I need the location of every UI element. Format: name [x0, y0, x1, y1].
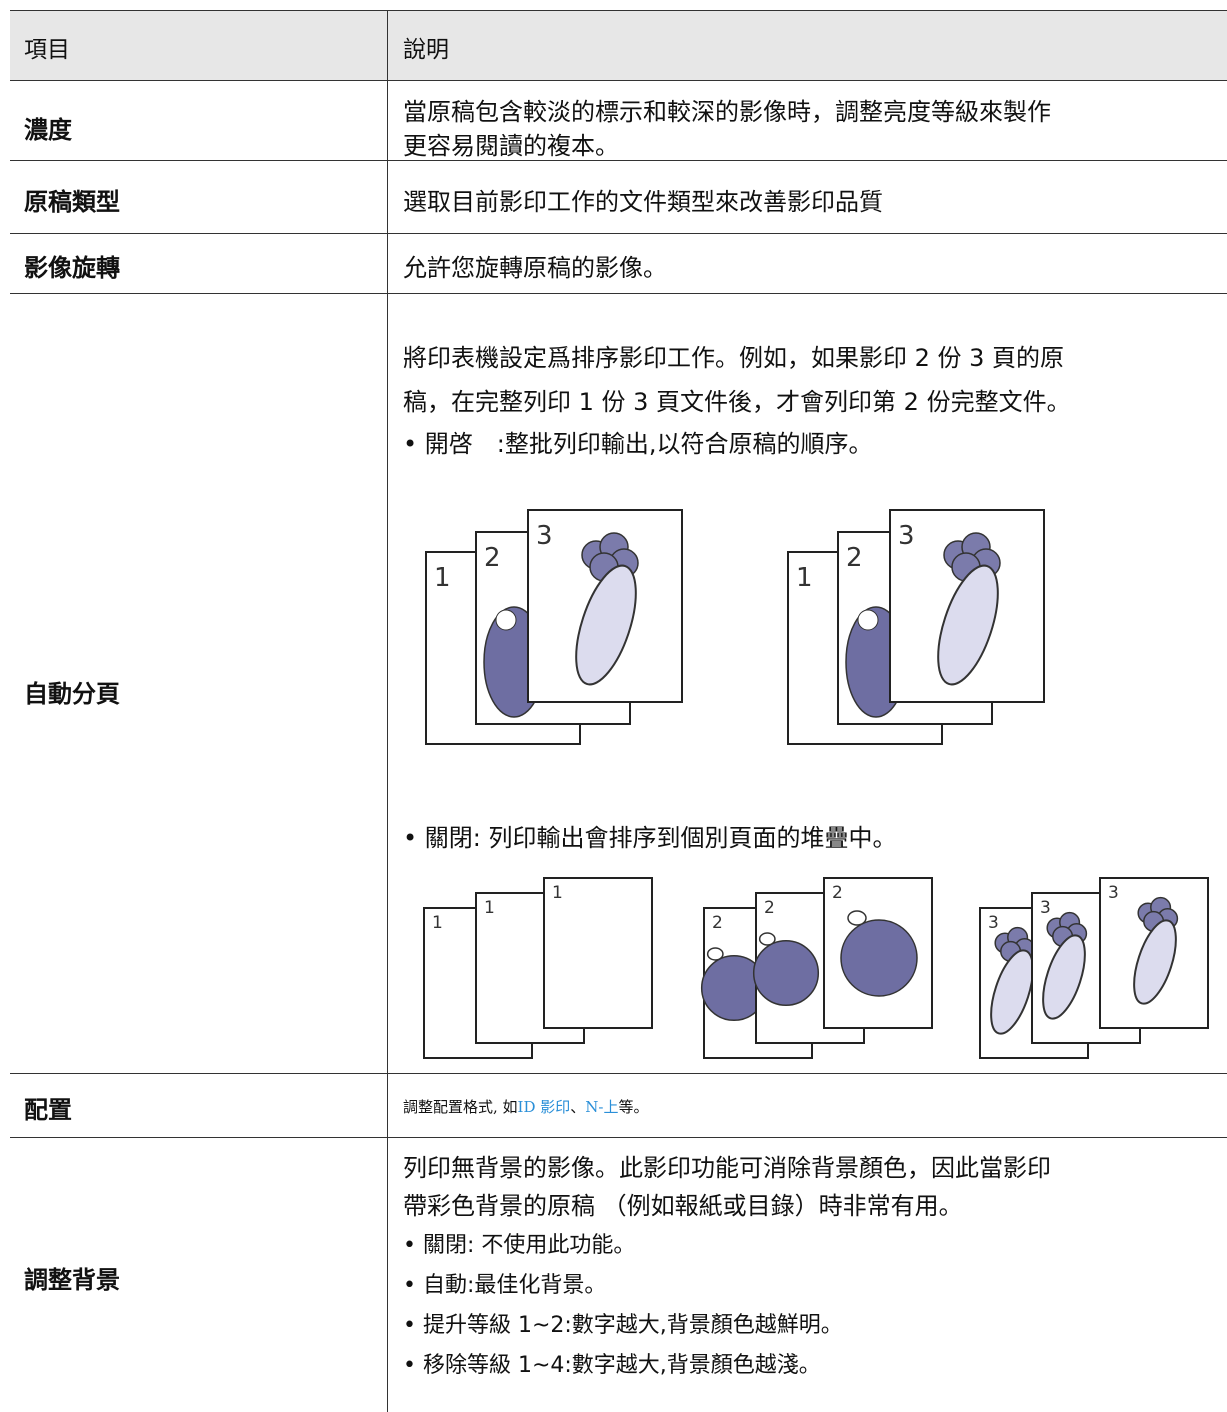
page-number: 3 [898, 521, 915, 551]
link[interactable]: N-上 [585, 1098, 619, 1116]
description: 將印表機設定爲排序影印工作。例如，如果影印 2 份 3 頁的原 [403, 344, 1065, 372]
item: 濃度 [24, 116, 72, 144]
bullet: • 關閉: 不使用此功能。 [403, 1233, 636, 1258]
bullet: • 開啓 :整批列印輸出,以符合原稿的順序。 [403, 430, 873, 458]
description: 更容易閱讀的複本。 [403, 132, 619, 160]
illustration: 2 2 2 [700, 877, 933, 1059]
page-number: 2 [712, 913, 723, 933]
description: 允許您旋轉原稿的影像。 [403, 254, 667, 282]
page-number: 2 [846, 543, 863, 573]
description: 選取目前影印工作的文件類型來改善影印品質 [403, 188, 883, 216]
page-number: 1 [552, 883, 563, 903]
row-line [10, 160, 1227, 161]
worm [495, 609, 517, 631]
page-number: 2 [484, 543, 501, 573]
bullet: • 移除等級 1~4:數字越大,背景顏色越淺。 [403, 1353, 821, 1378]
header-background [10, 10, 1227, 80]
page-sheet: 3 [1099, 877, 1209, 1029]
link[interactable]: ID 影印 [517, 1098, 571, 1116]
page-sheet: 2 [823, 877, 933, 1029]
radish [937, 564, 999, 686]
illustration: 1 1 1 [423, 877, 653, 1059]
page-number: 1 [432, 913, 443, 933]
bullet: • 自動:最佳化背景。 [403, 1273, 607, 1298]
row-line [10, 1137, 1227, 1138]
description: 調整配置格式, 如ID 影印、N-上等。 [403, 1096, 649, 1117]
worm [847, 910, 867, 926]
header-cell: 項目 [24, 37, 70, 63]
apple [752, 939, 820, 1007]
description: 帶彩色背景的原稿 （例如報紙或目錄）時非常有用。 [403, 1192, 963, 1220]
text: 、 [570, 1098, 586, 1116]
page-sheet: 3 [889, 509, 1045, 703]
header-cell: 說明 [403, 37, 449, 63]
item: 調整背景 [24, 1266, 120, 1294]
item: 配置 [24, 1096, 72, 1124]
row-line [10, 10, 1227, 11]
row-line [10, 293, 1227, 294]
illustration: 1 2 3 [425, 509, 683, 745]
text: 等。 [618, 1098, 649, 1116]
radish [575, 564, 637, 686]
page-number: 3 [536, 521, 553, 551]
item: 影像旋轉 [24, 254, 120, 282]
radish [990, 949, 1034, 1035]
page-number: 3 [988, 913, 999, 933]
description: 列印無背景的影像。此影印功能可消除背景顏色，因此當影印 [403, 1154, 1051, 1182]
radish [1133, 919, 1177, 1005]
bullet: • 提升等級 1~2:數字越大,背景顏色越鮮明。 [403, 1313, 843, 1338]
page-number: 3 [1108, 883, 1119, 903]
page-number: 2 [764, 898, 775, 918]
sheet [543, 877, 653, 1029]
row-line [10, 1073, 1227, 1074]
page-number: 1 [434, 563, 451, 593]
description: 稿，在完整列印 1 份 3 頁文件後，才會列印第 2 份完整文件。 [403, 388, 1071, 416]
text: 調整配置格式, 如 [403, 1098, 518, 1116]
page-number: 1 [484, 898, 495, 918]
description: 當原稿包含較淡的標示和較深的影像時，調整亮度等級來製作 [403, 98, 1051, 126]
page-number: 2 [832, 883, 843, 903]
worm [758, 932, 776, 946]
item: 自動分頁 [24, 680, 120, 708]
column-line [387, 10, 388, 1412]
page-sheet: 1 [543, 877, 653, 1029]
bullet: • 關閉: 列印輸出會排序到個別頁面的堆疊中。 [403, 824, 897, 852]
radish [1042, 934, 1086, 1020]
worm [857, 609, 879, 631]
apple [840, 919, 918, 997]
illustration: 3 3 3 [979, 877, 1209, 1059]
page-sheet: 3 [527, 509, 683, 703]
illustration: 1 2 3 [787, 509, 1045, 745]
row-line [10, 80, 1227, 81]
row-line [10, 233, 1227, 234]
item: 原稿類型 [24, 188, 120, 216]
worm [706, 947, 724, 961]
page-number: 3 [1040, 898, 1051, 918]
page-number: 1 [796, 563, 813, 593]
